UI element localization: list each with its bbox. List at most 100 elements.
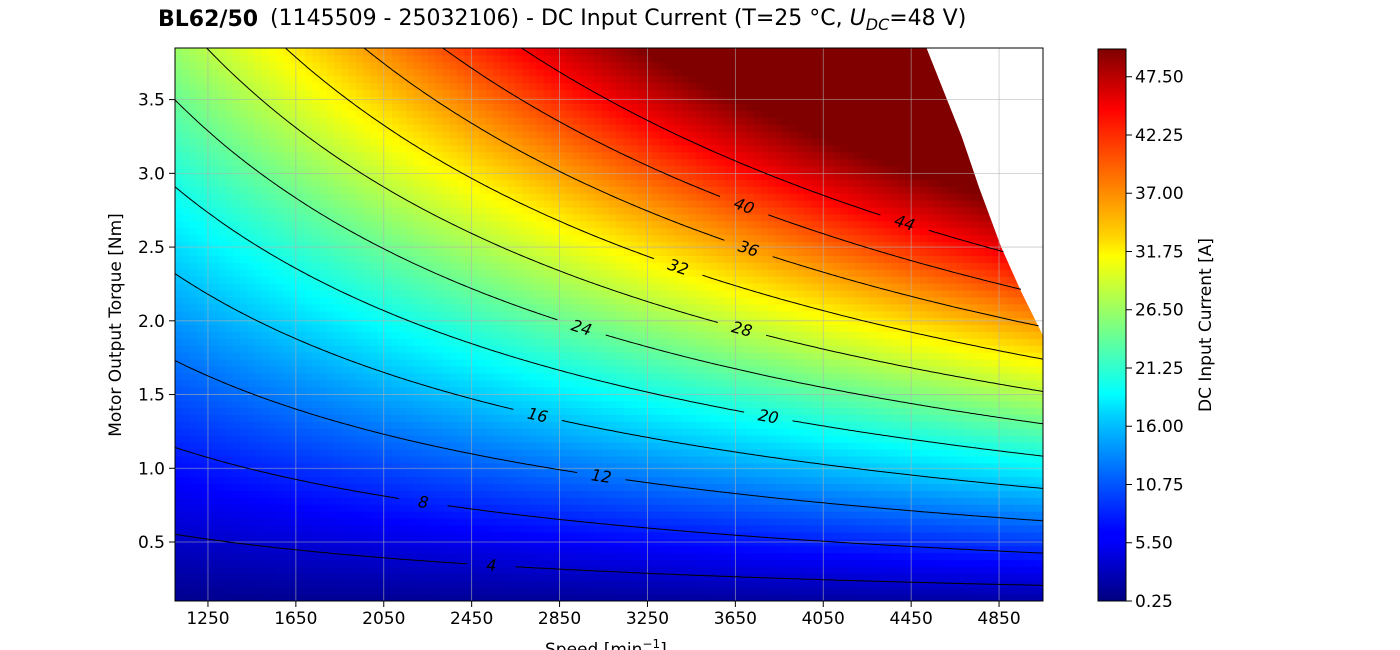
heatmap-cell xyxy=(182,117,191,125)
heatmap-cell xyxy=(507,48,516,56)
heatmap-cell xyxy=(406,352,415,360)
heatmap-cell xyxy=(276,179,285,187)
heatmap-cell xyxy=(297,442,306,450)
heatmap-cell xyxy=(326,103,335,111)
heatmap-cell xyxy=(290,54,299,63)
heatmap-cell xyxy=(420,359,429,367)
heatmap-cell xyxy=(232,54,241,63)
heatmap-cell xyxy=(413,386,422,395)
heatmap-cell xyxy=(370,82,379,91)
heatmap-cell xyxy=(522,359,531,367)
heatmap-cell xyxy=(457,96,465,104)
heatmap-cell xyxy=(326,137,335,146)
heatmap-cell xyxy=(312,255,321,263)
heatmap-cell xyxy=(297,48,306,56)
heatmap-cell xyxy=(283,407,292,415)
heatmap-cell xyxy=(305,48,314,56)
heatmap-cell xyxy=(348,345,357,353)
heatmap-cell xyxy=(341,310,350,319)
heatmap-cell xyxy=(616,372,625,381)
heatmap-cell xyxy=(442,82,451,91)
heatmap-cell xyxy=(326,345,335,353)
heatmap-cell xyxy=(428,227,436,236)
heatmap-cell xyxy=(601,442,610,450)
heatmap-cell xyxy=(218,573,227,581)
heatmap-cell xyxy=(261,144,270,153)
heatmap-cell xyxy=(319,573,328,581)
heatmap-cell xyxy=(305,289,314,298)
heatmap-cell xyxy=(232,379,241,388)
heatmap-cell xyxy=(348,234,357,243)
heatmap-cell xyxy=(196,428,205,436)
heatmap-cell xyxy=(196,310,205,319)
heatmap-cell xyxy=(384,580,393,588)
heatmap-cell xyxy=(478,379,487,388)
heatmap-cell xyxy=(355,587,364,595)
heatmap-cell xyxy=(247,538,256,547)
heatmap-cell xyxy=(435,552,444,561)
heatmap-cell xyxy=(232,559,241,568)
heatmap-cell xyxy=(522,110,531,118)
heatmap-cell xyxy=(319,345,328,353)
heatmap-cell xyxy=(182,428,191,436)
heatmap-cell xyxy=(196,518,205,526)
heatmap-cell xyxy=(558,151,567,160)
heatmap-cell xyxy=(341,193,350,201)
heatmap-cell xyxy=(370,524,379,533)
heatmap-cell xyxy=(261,428,270,436)
heatmap-cell xyxy=(551,303,559,312)
heatmap-cell xyxy=(247,469,256,478)
heatmap-cell xyxy=(623,483,632,491)
heatmap-cell xyxy=(370,359,379,367)
heatmap-cell xyxy=(616,220,625,229)
heatmap-cell xyxy=(558,117,567,125)
heatmap-cell xyxy=(514,193,523,201)
heatmap-cell xyxy=(269,345,277,353)
heatmap-cell xyxy=(543,137,552,146)
heatmap-cell xyxy=(435,200,444,208)
heatmap-cell xyxy=(269,61,277,70)
heatmap-cell xyxy=(182,331,191,339)
heatmap-cell xyxy=(558,338,567,346)
heatmap-cell xyxy=(341,518,350,526)
heatmap-cell xyxy=(587,552,596,561)
heatmap-cell xyxy=(189,220,198,229)
heatmap-cell xyxy=(500,276,509,284)
heatmap-cell xyxy=(587,587,596,595)
heatmap-cell xyxy=(565,310,574,319)
heatmap-cell xyxy=(442,504,451,512)
heatmap-cell xyxy=(211,428,219,436)
heatmap-cell xyxy=(471,421,480,429)
heatmap-cell xyxy=(413,227,422,236)
heatmap-cell xyxy=(464,428,473,436)
heatmap-cell xyxy=(609,117,617,125)
heatmap-cell xyxy=(232,296,241,305)
heatmap-cell xyxy=(370,89,379,97)
heatmap-cell xyxy=(500,317,509,326)
heatmap-cell xyxy=(399,68,408,77)
heatmap-cell xyxy=(601,137,610,146)
heatmap-cell xyxy=(182,144,191,153)
heatmap-cell xyxy=(247,103,256,111)
heatmap-cell xyxy=(529,269,538,277)
heatmap-cell xyxy=(377,421,386,429)
heatmap-cell xyxy=(240,75,248,84)
heatmap-cell xyxy=(211,511,219,519)
heatmap-cell xyxy=(297,414,306,422)
heatmap-cell xyxy=(297,345,306,353)
heatmap-cell xyxy=(558,393,567,402)
heatmap-cell xyxy=(594,455,603,464)
heatmap-cell xyxy=(449,490,458,498)
heatmap-cell xyxy=(442,421,451,429)
heatmap-cell xyxy=(413,455,422,464)
heatmap-cell xyxy=(211,338,219,346)
heatmap-cell xyxy=(565,165,574,174)
heatmap-cell xyxy=(478,545,487,554)
heatmap-cell xyxy=(587,421,596,429)
heatmap-cell xyxy=(522,241,531,250)
heatmap-cell xyxy=(514,428,523,436)
heatmap-cell xyxy=(355,144,364,153)
heatmap-cell xyxy=(175,372,183,381)
heatmap-cell xyxy=(261,511,270,519)
heatmap-cell xyxy=(182,220,191,229)
